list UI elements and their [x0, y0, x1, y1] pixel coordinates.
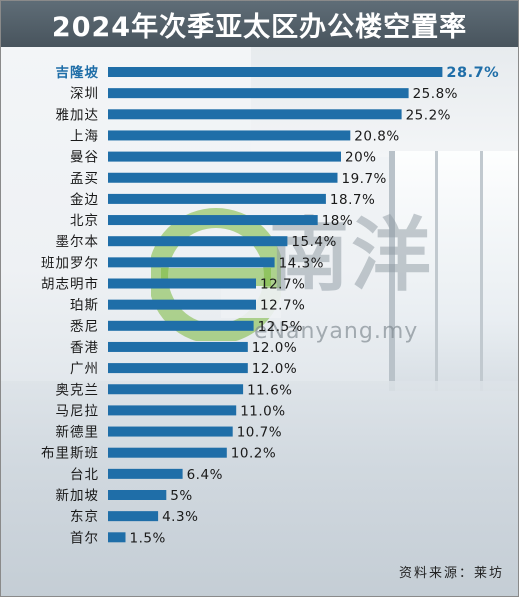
window-mullion: [480, 151, 483, 391]
bar: [108, 236, 288, 247]
bar: [108, 151, 341, 162]
bar: [108, 172, 338, 183]
category-label: 香港: [70, 340, 99, 356]
bar: [108, 299, 256, 310]
category-label: 曼谷: [70, 150, 99, 166]
value-label: 14.3%: [279, 255, 324, 271]
value-label: 11.6%: [247, 382, 292, 398]
category-label: 马尼拉: [56, 403, 100, 419]
bar: [108, 88, 409, 99]
category-label: 上海: [70, 128, 99, 144]
value-label: 28.7%: [446, 65, 499, 81]
title-bar: 2024年次季亚太区办公楼空置率: [1, 1, 518, 47]
value-label: 12.0%: [252, 340, 297, 356]
category-label: 墨尔本: [56, 234, 100, 250]
background-floor: [1, 381, 518, 596]
chart-title: 2024年次季亚太区办公楼空置率: [51, 11, 468, 43]
bar: [108, 490, 167, 500]
bar: [108, 109, 402, 120]
category-label: 悉尼: [70, 319, 99, 335]
category-label: 珀斯: [70, 298, 99, 314]
bar: [108, 278, 256, 289]
category-label: 深圳: [70, 86, 99, 102]
bar: [108, 193, 326, 204]
category-label: 布里斯班: [41, 446, 99, 462]
value-label: 12.0%: [252, 361, 297, 377]
value-label: 6.4%: [187, 467, 223, 483]
bar: [108, 257, 275, 268]
category-label: 首尔: [70, 530, 99, 546]
category-label: 班加罗尔: [41, 255, 99, 271]
category-label: 雅加达: [56, 107, 100, 123]
value-label: 11.0%: [240, 403, 285, 419]
value-label: 10.2%: [231, 446, 276, 462]
value-label: 18.7%: [330, 192, 375, 208]
category-label: 新加坡: [56, 488, 100, 504]
bar: [108, 384, 244, 395]
bar: [108, 426, 233, 437]
bar: [108, 215, 318, 226]
bar: [108, 363, 248, 374]
value-label: 15.4%: [291, 234, 336, 250]
bar: [108, 405, 237, 416]
category-label: 广州: [70, 361, 99, 377]
bar: [108, 341, 248, 352]
value-label: 25.8%: [413, 86, 458, 102]
value-label: 5%: [170, 488, 192, 504]
category-label: 金边: [70, 192, 99, 208]
value-label: 1.5%: [130, 530, 166, 546]
bar: [108, 468, 183, 479]
category-label: 吉隆坡: [56, 64, 100, 81]
bar: [108, 532, 126, 543]
bar: [108, 447, 227, 458]
category-label: 胡志明市: [41, 276, 99, 293]
value-label: 25.2%: [406, 107, 451, 123]
window-mullion: [435, 151, 438, 391]
value-label: 12.7%: [260, 277, 305, 293]
bar: [108, 320, 254, 331]
watermark-url: eNanyang.my: [254, 319, 419, 344]
category-label: 台北: [70, 467, 99, 483]
value-label: 20%: [345, 150, 377, 166]
value-label: 19.7%: [342, 171, 387, 187]
value-label: 18%: [322, 213, 354, 229]
background-window: [389, 151, 518, 391]
bar: [108, 130, 351, 141]
value-label: 12.5%: [258, 319, 303, 335]
value-label: 4.3%: [162, 509, 198, 525]
category-label: 奥克兰: [56, 381, 100, 398]
bar: [108, 511, 159, 522]
category-label: 北京: [70, 213, 99, 229]
category-label: 孟买: [70, 171, 99, 187]
category-label: 东京: [70, 509, 99, 525]
value-label: 10.7%: [237, 425, 282, 441]
bar: [108, 67, 443, 77]
source-note: 资料来源：莱坊: [398, 566, 504, 581]
category-label: 新德里: [56, 425, 100, 441]
value-label: 12.7%: [260, 298, 305, 314]
value-label: 20.8%: [354, 128, 399, 144]
